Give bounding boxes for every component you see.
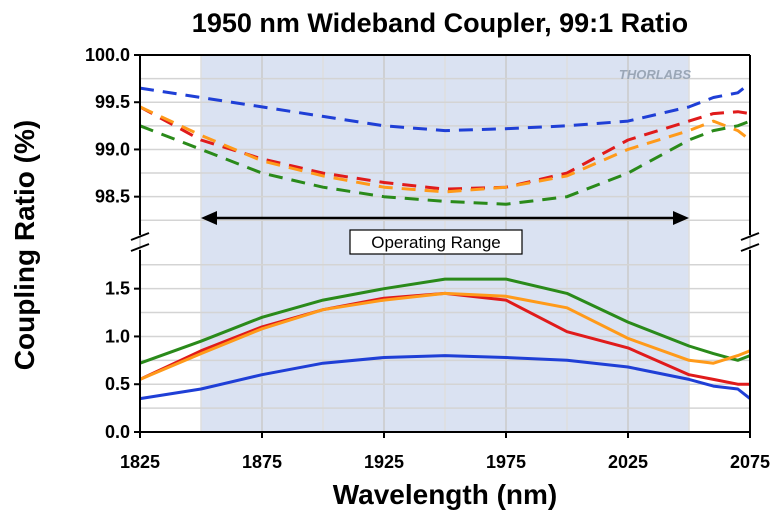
x-tick-label: 1975 [486, 452, 526, 472]
x-tick-label: 1875 [242, 452, 282, 472]
lower-series-2 [139, 291, 750, 386]
thorlabs-watermark: THORLABS [619, 67, 692, 82]
operating-range-label: Operating Range [371, 233, 500, 252]
axis-break-mark [740, 243, 760, 252]
x-tick-label: 1925 [364, 452, 404, 472]
lower-series-4 [139, 354, 751, 401]
y-tick-label: 0.5 [105, 374, 130, 394]
axis-break-mark [130, 243, 150, 252]
plot-area: 1825 1875 1925 1975 2025 2075 100.0 99.5 99.0 98.… [85, 45, 770, 472]
upper-series-3 [139, 105, 751, 194]
x-axis-title: Wavelength (nm) [333, 479, 558, 510]
y-tick-label: 1.5 [105, 279, 130, 299]
upper-series-1 [139, 82, 751, 133]
operating-range-arrowhead-left [201, 211, 217, 225]
operating-range-label-box [349, 229, 523, 255]
axis-break-mark [740, 232, 760, 241]
upper-series-4 [139, 119, 751, 206]
axis-break-mark [130, 232, 150, 241]
chart-title: 1950 nm Wideband Coupler, 99:1 Ratio [192, 8, 688, 38]
y-tick-label: 1.0 [105, 326, 130, 346]
y-tick-label: 100.0 [85, 45, 130, 65]
lower-series-1 [139, 277, 751, 365]
operating-range-arrowhead-right [673, 211, 689, 225]
x-tick-label: 1825 [120, 452, 160, 472]
y-tick-label: 99.5 [95, 92, 130, 112]
y-axis-title: Coupling Ratio (%) [9, 120, 40, 370]
y-tick-label: 98.5 [95, 187, 130, 207]
x-tick-label: 2075 [730, 452, 770, 472]
y-tick-label: 99.0 [95, 139, 130, 159]
lower-series-3 [139, 291, 751, 381]
x-tick-label: 2025 [608, 452, 648, 472]
y-tick-label: 0.0 [105, 422, 130, 442]
